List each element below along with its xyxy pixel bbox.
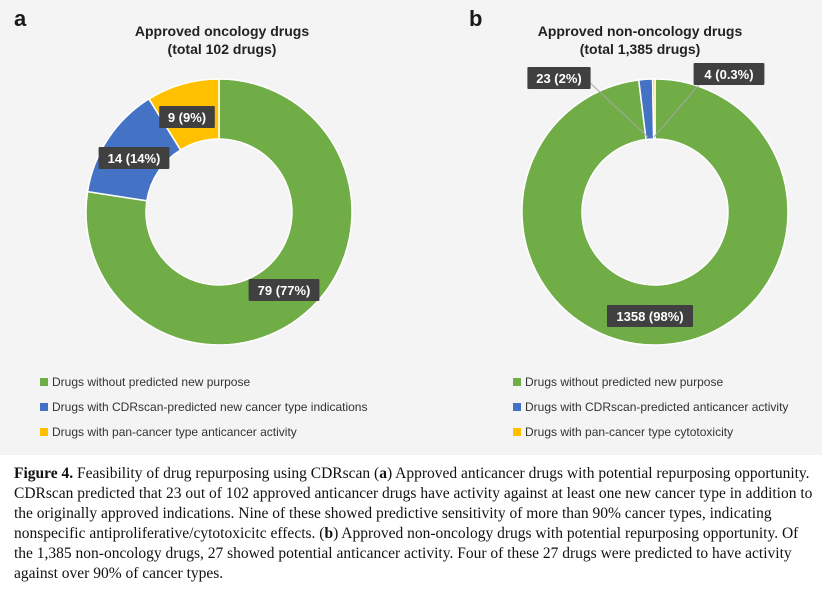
caption-text-3: ) Approved non-oncology drugs with poten… <box>14 525 799 582</box>
legend-a-item-0: Drugs without predicted new purpose <box>40 374 250 390</box>
panel-letter-b: b <box>469 6 483 31</box>
donut-a-data-label-2: 9 (9%) <box>159 106 215 128</box>
legend-b-swatch-0 <box>513 377 521 386</box>
chart-title-b: Approved non-oncology drugs (total 1,385… <box>530 22 750 58</box>
donut-b-slice-0 <box>521 78 789 346</box>
donut-b-data-label-0: 1358 (98%) <box>607 305 693 327</box>
donut-b-leader-1 <box>586 79 649 138</box>
donut-b-data-label-text-2: 4 (0.3%) <box>704 67 753 82</box>
panel-b: b Approved non-oncology drugs (total 1,3… <box>411 0 822 455</box>
figure-area: a Approved oncology drugs (total 102 dru… <box>0 0 822 455</box>
legend-b-swatch-1 <box>513 402 521 411</box>
donut-a-data-label-text-2: 9 (9%) <box>168 110 206 125</box>
donut-b-leader-2 <box>653 79 704 138</box>
caption-label: Figure 4. <box>14 465 74 482</box>
legend-a-item-2: Drugs with pan-cancer type anticancer ac… <box>40 424 297 440</box>
legend-b-label-2: Drugs with pan-cancer type cytotoxicity <box>525 425 734 439</box>
donut-a-data-label-box-0 <box>248 279 320 301</box>
caption-ref-a: a <box>379 465 387 482</box>
legend-b-label-0: Drugs without predicted new purpose <box>525 375 724 389</box>
donut-b-data-label-box-0 <box>607 305 693 327</box>
donut-b-data-label-box-1 <box>527 67 591 89</box>
legend-a-label-1: Drugs with CDRscan-predicted new cancer … <box>52 400 368 414</box>
legend-b-item-2: Drugs with pan-cancer type cytotoxicity <box>513 424 733 440</box>
panel-letter-a: a <box>14 6 27 31</box>
legend-a-swatch-1 <box>40 402 48 411</box>
legend-b-swatch-2 <box>513 427 521 436</box>
caption-ref-b: b <box>324 525 334 542</box>
donut-b-data-label-2: 4 (0.3%) <box>693 63 765 85</box>
donut-chart-b: 1358 (98%) 23 (2%) 4 (0.3%) <box>521 63 789 346</box>
donut-b-data-label-text-0: 1358 (98%) <box>616 309 683 324</box>
chart-title-b-line2: (total 1,385 drugs) <box>579 41 701 57</box>
legend-a-label-2: Drugs with pan-cancer type anticancer ac… <box>52 425 297 439</box>
legend-b-item-1: Drugs with CDRscan-predicted anticancer … <box>513 399 788 415</box>
legend-a-item-1: Drugs with CDRscan-predicted new cancer … <box>40 399 367 415</box>
donut-b-slice-2 <box>651 78 656 140</box>
donut-b-data-label-1: 23 (2%) <box>527 67 591 89</box>
caption-text-1: Feasibility of drug repurposing using CD… <box>73 465 380 482</box>
legend-b-item-0: Drugs without predicted new purpose <box>513 374 723 390</box>
legend-b-label-1: Drugs with CDRscan-predicted anticancer … <box>525 400 789 414</box>
chart-title-b-line1: Approved non-oncology drugs <box>537 23 743 39</box>
figure-caption: Figure 4. Feasibility of drug repurposin… <box>14 464 814 584</box>
legend-a-label-0: Drugs without predicted new purpose <box>52 375 251 389</box>
panel-a: a Approved oncology drugs (total 102 dru… <box>0 0 411 455</box>
chart-title-a-line1: Approved oncology drugs <box>134 23 310 39</box>
donut-a-data-label-1: 14 (14%) <box>98 147 170 169</box>
chart-title-a-line2: (total 102 drugs) <box>167 41 277 57</box>
donut-a-slice-0 <box>85 78 353 346</box>
donut-a-data-label-0: 79 (77%) <box>248 279 320 301</box>
donut-b-data-label-box-2 <box>693 63 765 85</box>
donut-a-data-label-text-1: 14 (14%) <box>108 151 161 166</box>
donut-a-data-label-box-1 <box>98 147 170 169</box>
chart-title-a: Approved oncology drugs (total 102 drugs… <box>112 22 332 58</box>
donut-b-data-label-text-1: 23 (2%) <box>536 71 582 86</box>
donut-a-data-label-text-0: 79 (77%) <box>258 283 311 298</box>
legend-a-swatch-2 <box>40 427 48 436</box>
donut-a-data-label-box-2 <box>159 106 215 128</box>
legend-a-swatch-0 <box>40 377 48 386</box>
donut-chart-a: 79 (77%) 14 (14%) 9 (9%) <box>85 78 353 346</box>
caption-text-2: ) Approved anticancer drugs with potenti… <box>14 465 813 542</box>
